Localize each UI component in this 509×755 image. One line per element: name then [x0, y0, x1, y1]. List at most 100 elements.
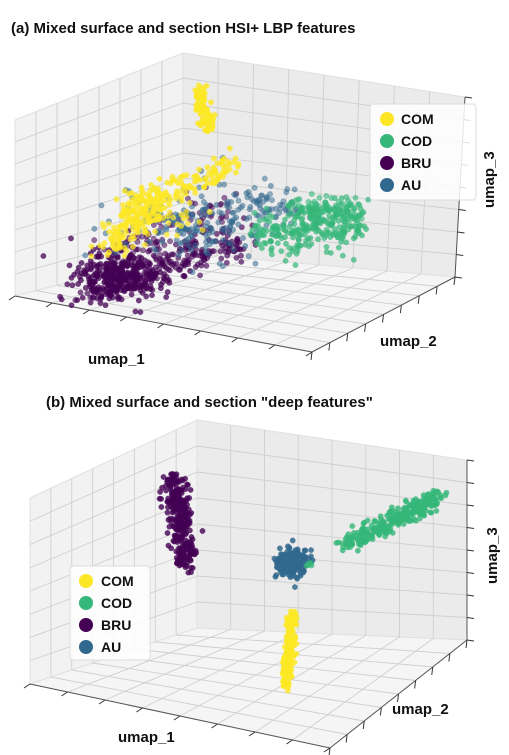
- point-bru: [91, 278, 98, 285]
- point-com: [293, 641, 300, 647]
- point-bru: [111, 269, 118, 276]
- point-cod: [428, 509, 435, 516]
- point-com: [129, 221, 136, 228]
- point-au: [82, 252, 89, 259]
- point-bru: [174, 486, 181, 493]
- y-tick: [173, 715, 181, 721]
- z-tick: [456, 254, 464, 256]
- panel-b-title: (b) Mixed surface and section "deep feat…: [46, 394, 373, 411]
- point-cod: [316, 194, 323, 201]
- point-bru: [165, 266, 172, 273]
- point-com: [183, 213, 190, 220]
- point-cod: [386, 522, 393, 529]
- point-com: [206, 208, 213, 215]
- point-cod: [268, 245, 275, 251]
- point-com: [125, 200, 132, 207]
- point-cod: [296, 231, 303, 238]
- y-tick: [268, 344, 276, 350]
- legend-b-label-cod: COD: [101, 595, 132, 611]
- x-tick: [448, 653, 451, 662]
- point-com: [210, 180, 217, 187]
- panel-b-legend-box: [69, 565, 151, 661]
- legend-b-label-com: COM: [101, 573, 134, 589]
- panel-a-title: (a) Mixed surface and section HSI+ LBP f…: [11, 20, 355, 37]
- panel-b: (b) Mixed surface and section "deep feat…: [23, 394, 501, 755]
- point-cod: [434, 499, 440, 506]
- point-com: [201, 97, 208, 104]
- point-au: [240, 235, 247, 241]
- point-com: [111, 241, 118, 248]
- point-bru: [187, 486, 194, 493]
- point-cod: [288, 210, 295, 217]
- point-com: [288, 667, 294, 673]
- point-bru: [187, 556, 194, 563]
- point-bru: [143, 293, 150, 300]
- point-bru: [173, 503, 180, 510]
- point-au: [198, 212, 205, 219]
- point-bru: [149, 292, 155, 299]
- legend-b-marker-com: [79, 574, 93, 588]
- point-com: [131, 235, 137, 242]
- point-cod: [402, 497, 409, 504]
- point-bru: [84, 290, 91, 297]
- point-au: [159, 238, 166, 245]
- legend-a-label-bru: BRU: [401, 155, 431, 171]
- point-au: [191, 228, 198, 235]
- x-tick: [431, 666, 434, 676]
- z-tick: [466, 459, 475, 462]
- point-au: [221, 181, 228, 188]
- point-com: [197, 122, 204, 129]
- point-cod: [408, 517, 415, 524]
- point-com: [191, 186, 198, 192]
- point-au: [235, 197, 242, 204]
- point-au: [230, 209, 237, 216]
- point-au: [287, 550, 294, 557]
- point-cod: [278, 248, 285, 255]
- point-com: [150, 210, 157, 217]
- point-com: [182, 190, 189, 197]
- point-com: [141, 241, 148, 248]
- point-bru: [78, 259, 85, 266]
- point-bru: [187, 538, 194, 545]
- point-bru: [169, 471, 176, 478]
- panel-b-zlabel: umap_3: [484, 527, 501, 584]
- point-au: [260, 198, 266, 205]
- point-com: [194, 94, 201, 101]
- point-bru: [185, 257, 192, 263]
- point-com: [288, 629, 295, 636]
- point-cod: [278, 235, 285, 242]
- point-bru: [96, 286, 102, 293]
- point-au: [289, 537, 296, 544]
- point-cod: [299, 220, 306, 227]
- point-cod: [256, 217, 263, 224]
- point-au: [297, 570, 304, 577]
- point-bru: [95, 253, 102, 260]
- point-bru: [117, 273, 124, 279]
- point-com: [134, 213, 141, 220]
- gridline: [29, 445, 198, 522]
- point-cod: [348, 541, 355, 548]
- point-com: [199, 227, 206, 234]
- point-com: [129, 243, 136, 250]
- point-au: [297, 555, 304, 562]
- point-com: [203, 83, 210, 89]
- point-com: [214, 172, 221, 179]
- point-bru: [184, 481, 191, 488]
- point-cod: [261, 232, 267, 239]
- y-tick: [248, 731, 256, 737]
- point-bru: [199, 528, 206, 534]
- legend-a-marker-au: [380, 178, 394, 192]
- point-com: [100, 243, 106, 250]
- panel-a-xlabel: umap_1: [88, 351, 145, 368]
- point-com: [183, 186, 190, 193]
- point-bru: [172, 534, 179, 541]
- point-cod: [335, 198, 342, 205]
- z-tick: [466, 504, 475, 507]
- point-bru: [178, 506, 185, 513]
- point-cod: [286, 223, 293, 230]
- point-cod: [423, 495, 430, 502]
- point-cod: [357, 222, 364, 229]
- point-au: [207, 224, 214, 231]
- point-bru: [167, 238, 174, 245]
- point-bru: [87, 281, 94, 288]
